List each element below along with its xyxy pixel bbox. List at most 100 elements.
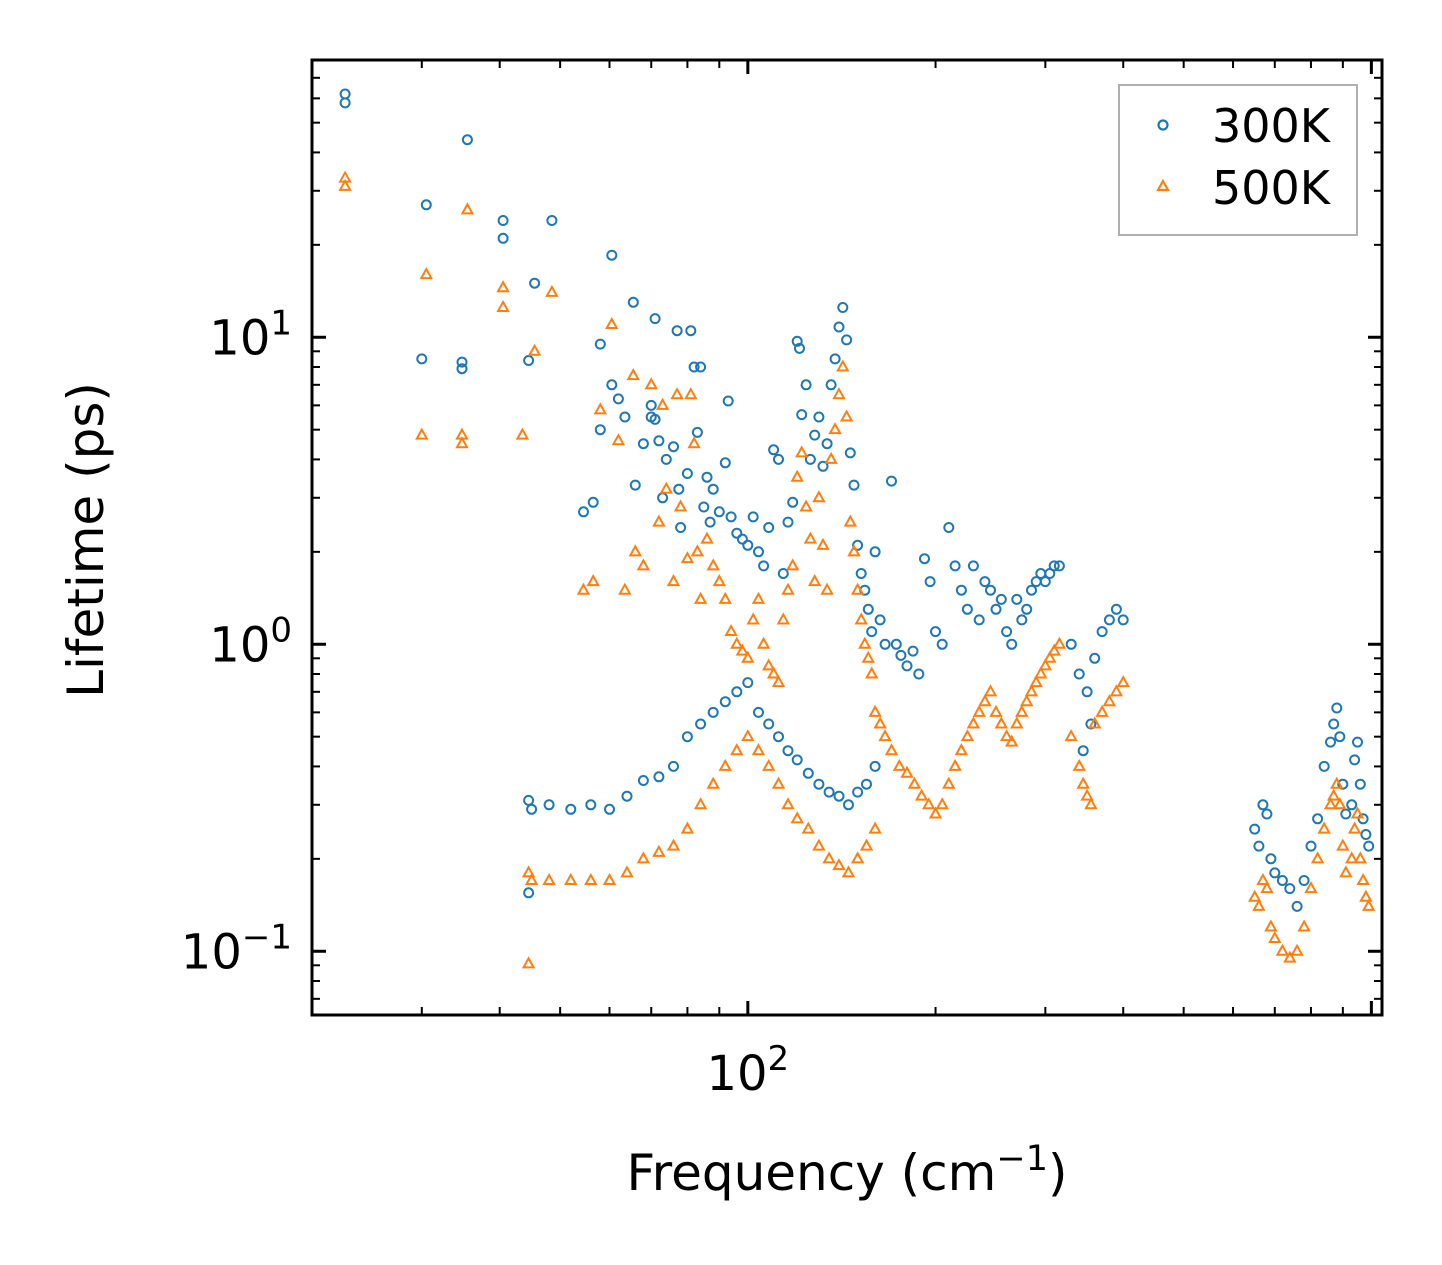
y-tick-label: 101 [209,303,292,366]
data-point-500k [670,387,684,400]
data-point-500k [527,343,542,356]
data-point-500k [1043,650,1057,663]
data-point-500k [693,591,708,604]
data-point-300k [1265,853,1277,865]
data-point-500k [515,427,530,440]
data-point-300k [1305,840,1317,852]
data-point-300k [1349,754,1361,766]
data-point-300k [707,706,719,718]
data-point-500k [735,643,750,656]
data-point-500k [1336,838,1350,851]
data-point-500k [836,359,850,372]
data-point-500k [868,821,882,834]
data-point-300k [731,686,743,698]
data-point-500k [900,765,914,778]
data-point-300k [1048,560,1060,572]
data-point-500k [847,544,861,557]
data-point-300k [637,438,649,450]
data-point-500k [921,797,936,810]
data-point-300k [837,302,849,313]
data-point-500k [746,612,760,625]
data-point-500k [756,636,771,649]
data-point-500k [741,650,755,663]
data-point-300k [949,560,961,572]
data-point-500k [994,716,1009,729]
data-point-300k [895,649,907,661]
data-point-300k [653,435,665,447]
data-point-300k [668,441,679,453]
data-point-300k [967,560,979,572]
data-point-300k [763,522,775,533]
data-point-300k [1021,603,1033,615]
data-point-500k [1347,821,1362,834]
data-point-500k [776,612,791,625]
data-point-300k [731,527,743,539]
data-point-300k [1249,823,1261,835]
data-point-500k [858,636,872,649]
data-point-300k [1001,626,1013,638]
data-point-500k [1084,797,1098,810]
data-point-300k [606,379,618,391]
data-point-300k [1291,900,1303,912]
data-point-300k [649,413,661,425]
data-point-500k [706,558,720,571]
data-point-500k [812,838,826,851]
data-point-500k [935,797,949,810]
data-point-300k [1016,614,1028,626]
data-point-300k [1357,813,1369,825]
data-point-300k [673,483,685,495]
data-point-500k [771,776,786,789]
data-point-300k [855,568,867,579]
data-point-500k [564,872,578,886]
data-point-300k [1077,745,1089,757]
legend-box [1118,84,1358,236]
data-point-500k [878,729,892,742]
data-point-300k [722,395,734,407]
data-point-500k [822,851,836,864]
data-point-500k [718,758,732,771]
y-axis-label: Lifetime (ps) [57,382,115,698]
data-point-500k [807,574,822,587]
data-point-300k [691,426,703,438]
data-point-500k [1290,943,1304,956]
data-point-300k [844,447,856,459]
data-point-500k [1256,872,1270,886]
data-point-500k [1361,898,1376,911]
data-point-500k [1010,716,1024,729]
data-point-500k [1064,729,1078,742]
data-point-300k [698,501,710,513]
data-point-300k [1026,584,1037,596]
data-point-300k [763,718,775,730]
data-point-500k [816,537,830,550]
data-point-500k [687,436,701,449]
data-point-500k [1317,821,1331,834]
legend-label-300k: 300K [1212,99,1332,153]
data-point-300k [1298,875,1310,886]
data-point-500k [1356,872,1370,886]
data-point-500k [914,788,929,801]
data-point-500k [1304,881,1318,894]
data-point-500k [1359,889,1373,902]
data-point-500k [636,851,651,864]
data-point-300k [1253,840,1265,852]
data-point-300k [841,334,853,346]
data-point-500k [841,865,856,878]
data-point-300k [736,533,748,545]
data-point-300k [497,232,509,244]
data-point-500k [584,872,598,886]
data-point-500k [820,582,834,595]
data-point-500k [751,743,766,756]
data-point-500k [602,872,617,886]
data-point-300k [1089,652,1101,664]
data-point-300k [719,696,731,708]
data-point-300k [627,296,639,308]
data-point-500k [1072,758,1086,771]
data-point-300k [848,479,860,491]
data-point-300k [787,496,799,508]
data-point-500k [771,675,786,688]
data-point-300k [943,522,955,533]
data-point-300k [1085,718,1097,730]
data-point-300k [901,660,913,672]
data-point-500k [839,409,854,422]
